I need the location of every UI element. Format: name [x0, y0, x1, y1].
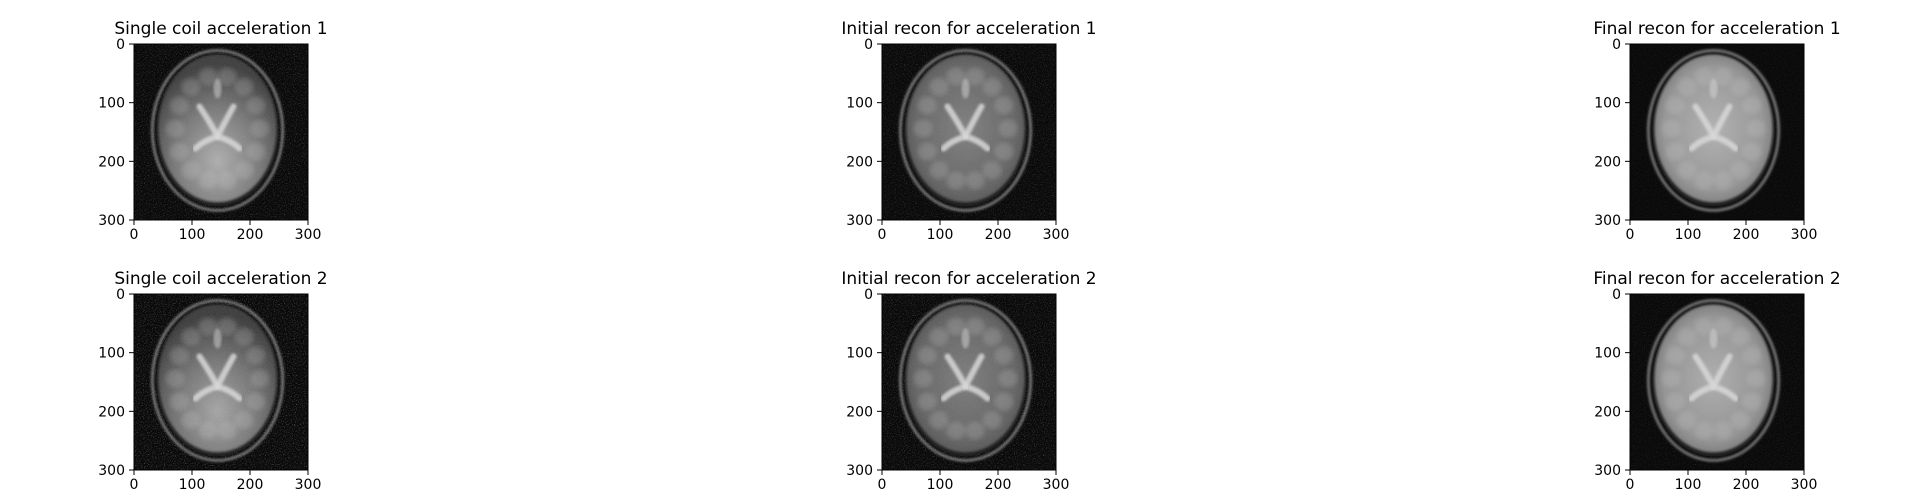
panel-title: Initial recon for acceleration 1 — [841, 19, 1096, 39]
x-tick-label: 100 — [927, 227, 954, 243]
y-tick-label: 0 — [864, 37, 873, 53]
image-panel: Final recon for acceleration 20 100 200 300… — [1593, 269, 1840, 493]
x-tick-label: 0 — [130, 227, 139, 243]
y-tick-label: 0 — [116, 37, 125, 53]
x-tick-label: 300 — [295, 477, 322, 493]
axes-frame — [1629, 43, 1805, 221]
x-tick-label: 200 — [1733, 227, 1760, 243]
y-tick-label: 0 — [1612, 287, 1621, 303]
image-panel: Single coil acceleration 20 100 200 3000100… — [98, 269, 327, 493]
x-tick-label: 200 — [985, 227, 1012, 243]
y-tick-label: 300 — [98, 463, 125, 479]
axis-ticks: 0 100 200 300 0 100 200 300 — [846, 37, 1069, 243]
x-tick-label: 300 — [1043, 227, 1070, 243]
x-tick-label: 300 — [1791, 227, 1818, 243]
y-tick-label: 200 — [98, 404, 125, 420]
axes-frame — [1629, 293, 1805, 471]
panel-title: Single coil acceleration 2 — [114, 269, 327, 289]
axes-frame — [881, 293, 1057, 471]
y-tick-label: 300 — [1594, 213, 1621, 229]
axis-ticks: 0 100 200 300 0 100 200 300 — [846, 287, 1069, 493]
y-tick-label: 200 — [1594, 154, 1621, 170]
axes-frame — [133, 293, 309, 471]
x-tick-label: 0 — [1626, 477, 1635, 493]
x-tick-label: 0 — [1626, 227, 1635, 243]
x-tick-label: 300 — [1043, 477, 1070, 493]
y-tick-label: 100 — [98, 96, 125, 112]
mri-brain-image — [882, 44, 1056, 220]
y-tick-label: 200 — [846, 404, 873, 420]
y-tick-label: 0 — [864, 287, 873, 303]
mri-brain-image — [134, 294, 308, 470]
panel-title: Final recon for acceleration 2 — [1593, 269, 1840, 289]
y-tick-label: 100 — [1594, 96, 1621, 112]
x-tick-label: 0 — [878, 227, 887, 243]
y-tick-label: 200 — [846, 154, 873, 170]
panel-title: Single coil acceleration 1 — [114, 19, 327, 39]
y-tick-label: 100 — [846, 346, 873, 362]
mri-brain-image — [1630, 294, 1804, 470]
image-panel: Initial recon for acceleration 20 100 200 3… — [841, 269, 1096, 493]
axis-ticks: 0 100 200 300 0 100 200 300 — [98, 37, 321, 243]
x-tick-label: 200 — [1733, 477, 1760, 493]
y-tick-label: 0 — [1612, 37, 1621, 53]
x-tick-label: 100 — [927, 477, 954, 493]
image-panel: Initial recon for acceleration 10 100 200 3… — [841, 19, 1096, 243]
image-panel: Final recon for acceleration 10 100 200 300… — [1593, 19, 1840, 243]
panel-title: Final recon for acceleration 1 — [1593, 19, 1840, 39]
panel-title: Initial recon for acceleration 2 — [841, 269, 1096, 289]
axes-frame — [133, 43, 309, 221]
y-tick-label: 200 — [98, 154, 125, 170]
axis-ticks: 0 100 200 300 0 100 200 300 — [1594, 37, 1817, 243]
x-tick-label: 200 — [237, 227, 264, 243]
mri-brain-image — [1630, 44, 1804, 220]
y-tick-label: 300 — [98, 213, 125, 229]
x-tick-label: 300 — [295, 227, 322, 243]
axis-ticks: 0 100 200 300 0 100 200 300 — [98, 287, 321, 493]
y-tick-label: 100 — [98, 346, 125, 362]
y-tick-label: 100 — [1594, 346, 1621, 362]
y-tick-label: 100 — [846, 96, 873, 112]
mri-brain-image — [882, 294, 1056, 470]
x-tick-label: 100 — [1675, 227, 1702, 243]
y-tick-label: 300 — [1594, 463, 1621, 479]
x-tick-label: 100 — [179, 227, 206, 243]
x-tick-label: 0 — [130, 477, 139, 493]
x-tick-label: 0 — [878, 477, 887, 493]
x-tick-label: 100 — [179, 477, 206, 493]
x-tick-label: 300 — [1791, 477, 1818, 493]
x-tick-label: 200 — [237, 477, 264, 493]
x-tick-label: 200 — [985, 477, 1012, 493]
image-panel: Single coil acceleration 10 100 200 3000100… — [98, 19, 327, 243]
y-tick-label: 0 — [116, 287, 125, 303]
mri-brain-image — [134, 44, 308, 220]
x-tick-label: 100 — [1675, 477, 1702, 493]
y-tick-label: 300 — [846, 213, 873, 229]
y-tick-label: 200 — [1594, 404, 1621, 420]
y-tick-label: 300 — [846, 463, 873, 479]
axes-frame — [881, 43, 1057, 221]
axis-ticks: 0 100 200 300 0 100 200 300 — [1594, 287, 1817, 493]
